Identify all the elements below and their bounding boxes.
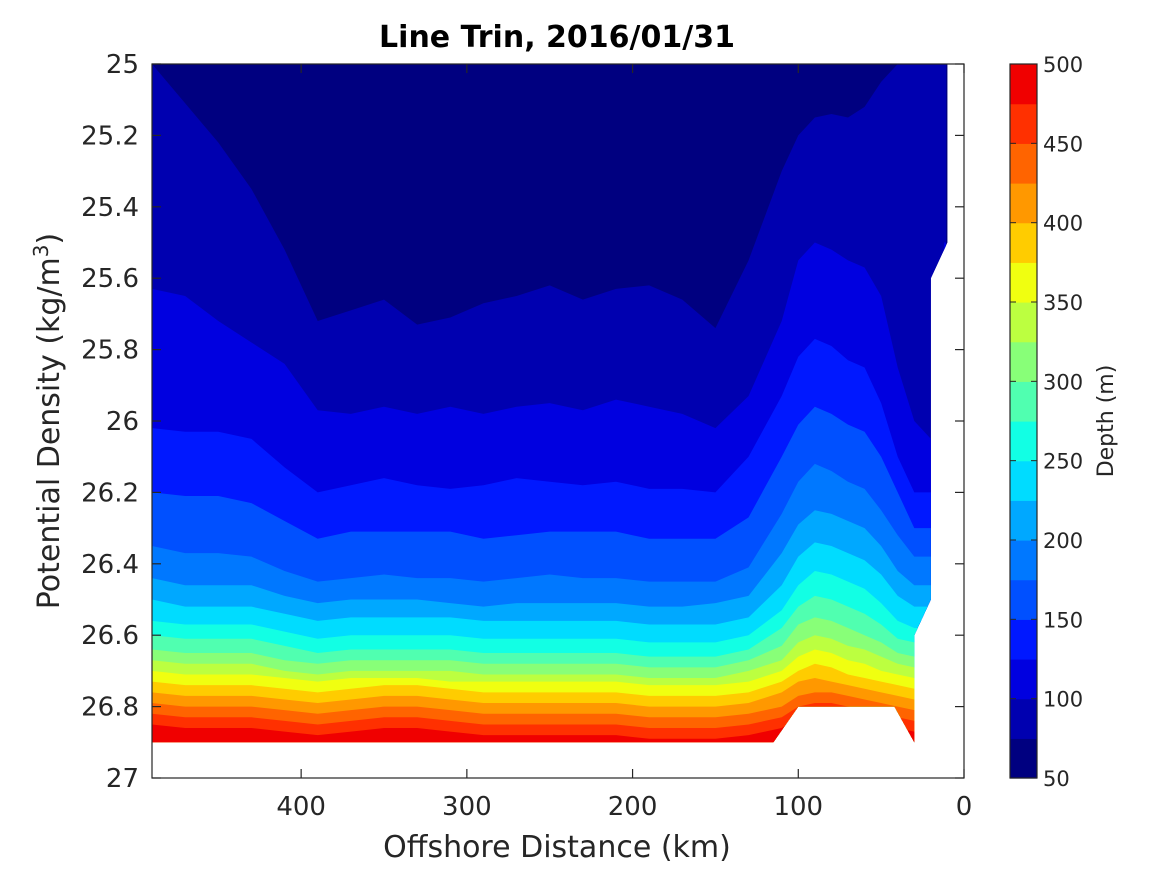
contour-band-15 <box>152 692 947 743</box>
x-tick-label: 400 <box>276 792 326 822</box>
colorbar-swatch <box>1010 341 1037 382</box>
x-tick-label: 0 <box>956 792 973 822</box>
y-axis: 25 25.2 25.4 25.6 25.8 26 26.2 26.4 26.6 26.8 27 <box>81 50 964 794</box>
colorbar-swatch <box>1010 143 1037 184</box>
colorbar-swatch <box>1010 302 1037 343</box>
y-tick-label: 25.2 <box>81 121 139 151</box>
colorbar-swatch <box>1010 579 1037 620</box>
colorbar-swatch <box>1010 381 1037 422</box>
colorbar-swatch <box>1010 659 1037 700</box>
x-tick-label: 100 <box>773 792 823 822</box>
colorbar-frame <box>1009 63 1038 779</box>
colorbar-tick-label: 450 <box>1043 132 1083 156</box>
contour-band-16 <box>152 703 947 743</box>
y-tick-label: 26.2 <box>81 478 139 508</box>
colorbar-swatch <box>1010 183 1037 224</box>
colorbar-swatch <box>1010 619 1037 660</box>
y-tick-label: 25.4 <box>81 193 139 223</box>
colorbar-swatch <box>1010 540 1037 581</box>
y-tick-label: 26.4 <box>81 550 139 580</box>
colorbar-tick-label: 50 <box>1043 767 1070 791</box>
x-axis: 400 300 200 100 0 <box>276 64 972 822</box>
colorbar-label: Depth (m) <box>1094 365 1119 478</box>
colorbar-tick-label: 400 <box>1043 212 1083 236</box>
contour-fill-layer <box>152 64 948 743</box>
colorbar-tick-label: 150 <box>1043 608 1083 632</box>
y-tick-label: 25.6 <box>81 264 139 294</box>
contour-band-17 <box>152 713 947 743</box>
y-tick-label: 26.8 <box>81 693 139 723</box>
colorbar-swatch <box>1010 460 1037 501</box>
colorbar-swatch <box>1010 64 1037 105</box>
colorbar-tick-label: 300 <box>1043 370 1083 394</box>
chart-title: Line Trin, 2016/01/31 <box>379 20 735 55</box>
colorbar-tick-label: 100 <box>1043 688 1083 712</box>
x-tick-label: 200 <box>608 792 658 822</box>
colorbar-swatch <box>1010 421 1037 462</box>
y-tick-label: 25 <box>106 50 139 80</box>
colorbar: 50 100 150 200 250 300 350 400 450 500 <box>1009 53 1083 791</box>
colorbar-swatch <box>1010 262 1037 303</box>
y-axis-label: Potential Density (kg/m3) <box>29 233 67 609</box>
colorbar-tick-label: 200 <box>1043 529 1083 553</box>
colorbar-swatch <box>1010 103 1037 144</box>
x-tick-label: 300 <box>442 792 492 822</box>
colorbar-swatch <box>1010 500 1037 541</box>
colorbar-tick-label: 350 <box>1043 291 1083 315</box>
y-tick-label: 26.6 <box>81 621 139 651</box>
x-axis-label: Offshore Distance (km) <box>383 830 731 865</box>
colorbar-swatch <box>1010 222 1037 263</box>
y-tick-label: 25.8 <box>81 336 139 366</box>
colorbar-swatch <box>1010 698 1037 739</box>
y-tick-label: 26 <box>106 407 139 437</box>
colorbar-tick-label: 500 <box>1043 53 1083 77</box>
y-tick-label: 27 <box>106 764 139 794</box>
colorbar-swatch <box>1010 738 1037 779</box>
colorbar-tick-label: 250 <box>1043 450 1083 474</box>
